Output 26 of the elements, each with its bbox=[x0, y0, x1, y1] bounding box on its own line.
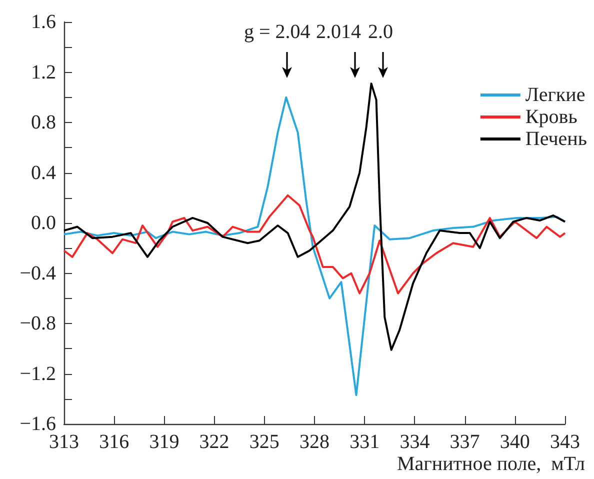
y-tick-label: 0.0 bbox=[31, 212, 56, 234]
x-tick-label: 343 bbox=[550, 431, 580, 453]
legend-label: Печень bbox=[525, 128, 588, 150]
y-tick-label: 0.8 bbox=[31, 112, 56, 134]
y-tick-label: −0.8 bbox=[20, 312, 56, 334]
y-tick-label: 1.6 bbox=[31, 11, 56, 33]
y-tick-label: 1.2 bbox=[31, 61, 56, 84]
x-tick-label: 334 bbox=[400, 431, 430, 453]
annotation: 2.014 bbox=[316, 21, 361, 43]
x-tick-label: 316 bbox=[99, 431, 130, 453]
x-tick-label: 337 bbox=[450, 431, 480, 453]
x-tick-label: 319 bbox=[149, 431, 180, 453]
x-tick-label: 328 bbox=[300, 431, 330, 453]
y-tick-label: −1.2 bbox=[20, 362, 56, 385]
legend-label: Кровь bbox=[525, 106, 578, 128]
x-tick-label: 340 bbox=[500, 431, 530, 453]
x-tick-label: 331 bbox=[350, 431, 380, 453]
annotation: 2.0 bbox=[368, 21, 393, 43]
x-axis-title: Магнитное поле, мТл bbox=[397, 453, 586, 475]
x-tick-label: 322 bbox=[199, 431, 230, 453]
y-tick-label: −0.4 bbox=[20, 262, 56, 284]
annotation: g = 2.04 bbox=[244, 21, 310, 43]
y-tick-label: 0.4 bbox=[31, 162, 56, 184]
legend-label: Легкие bbox=[525, 84, 586, 106]
line-series bbox=[63, 194, 566, 294]
x-tick-label: 325 bbox=[249, 431, 280, 453]
